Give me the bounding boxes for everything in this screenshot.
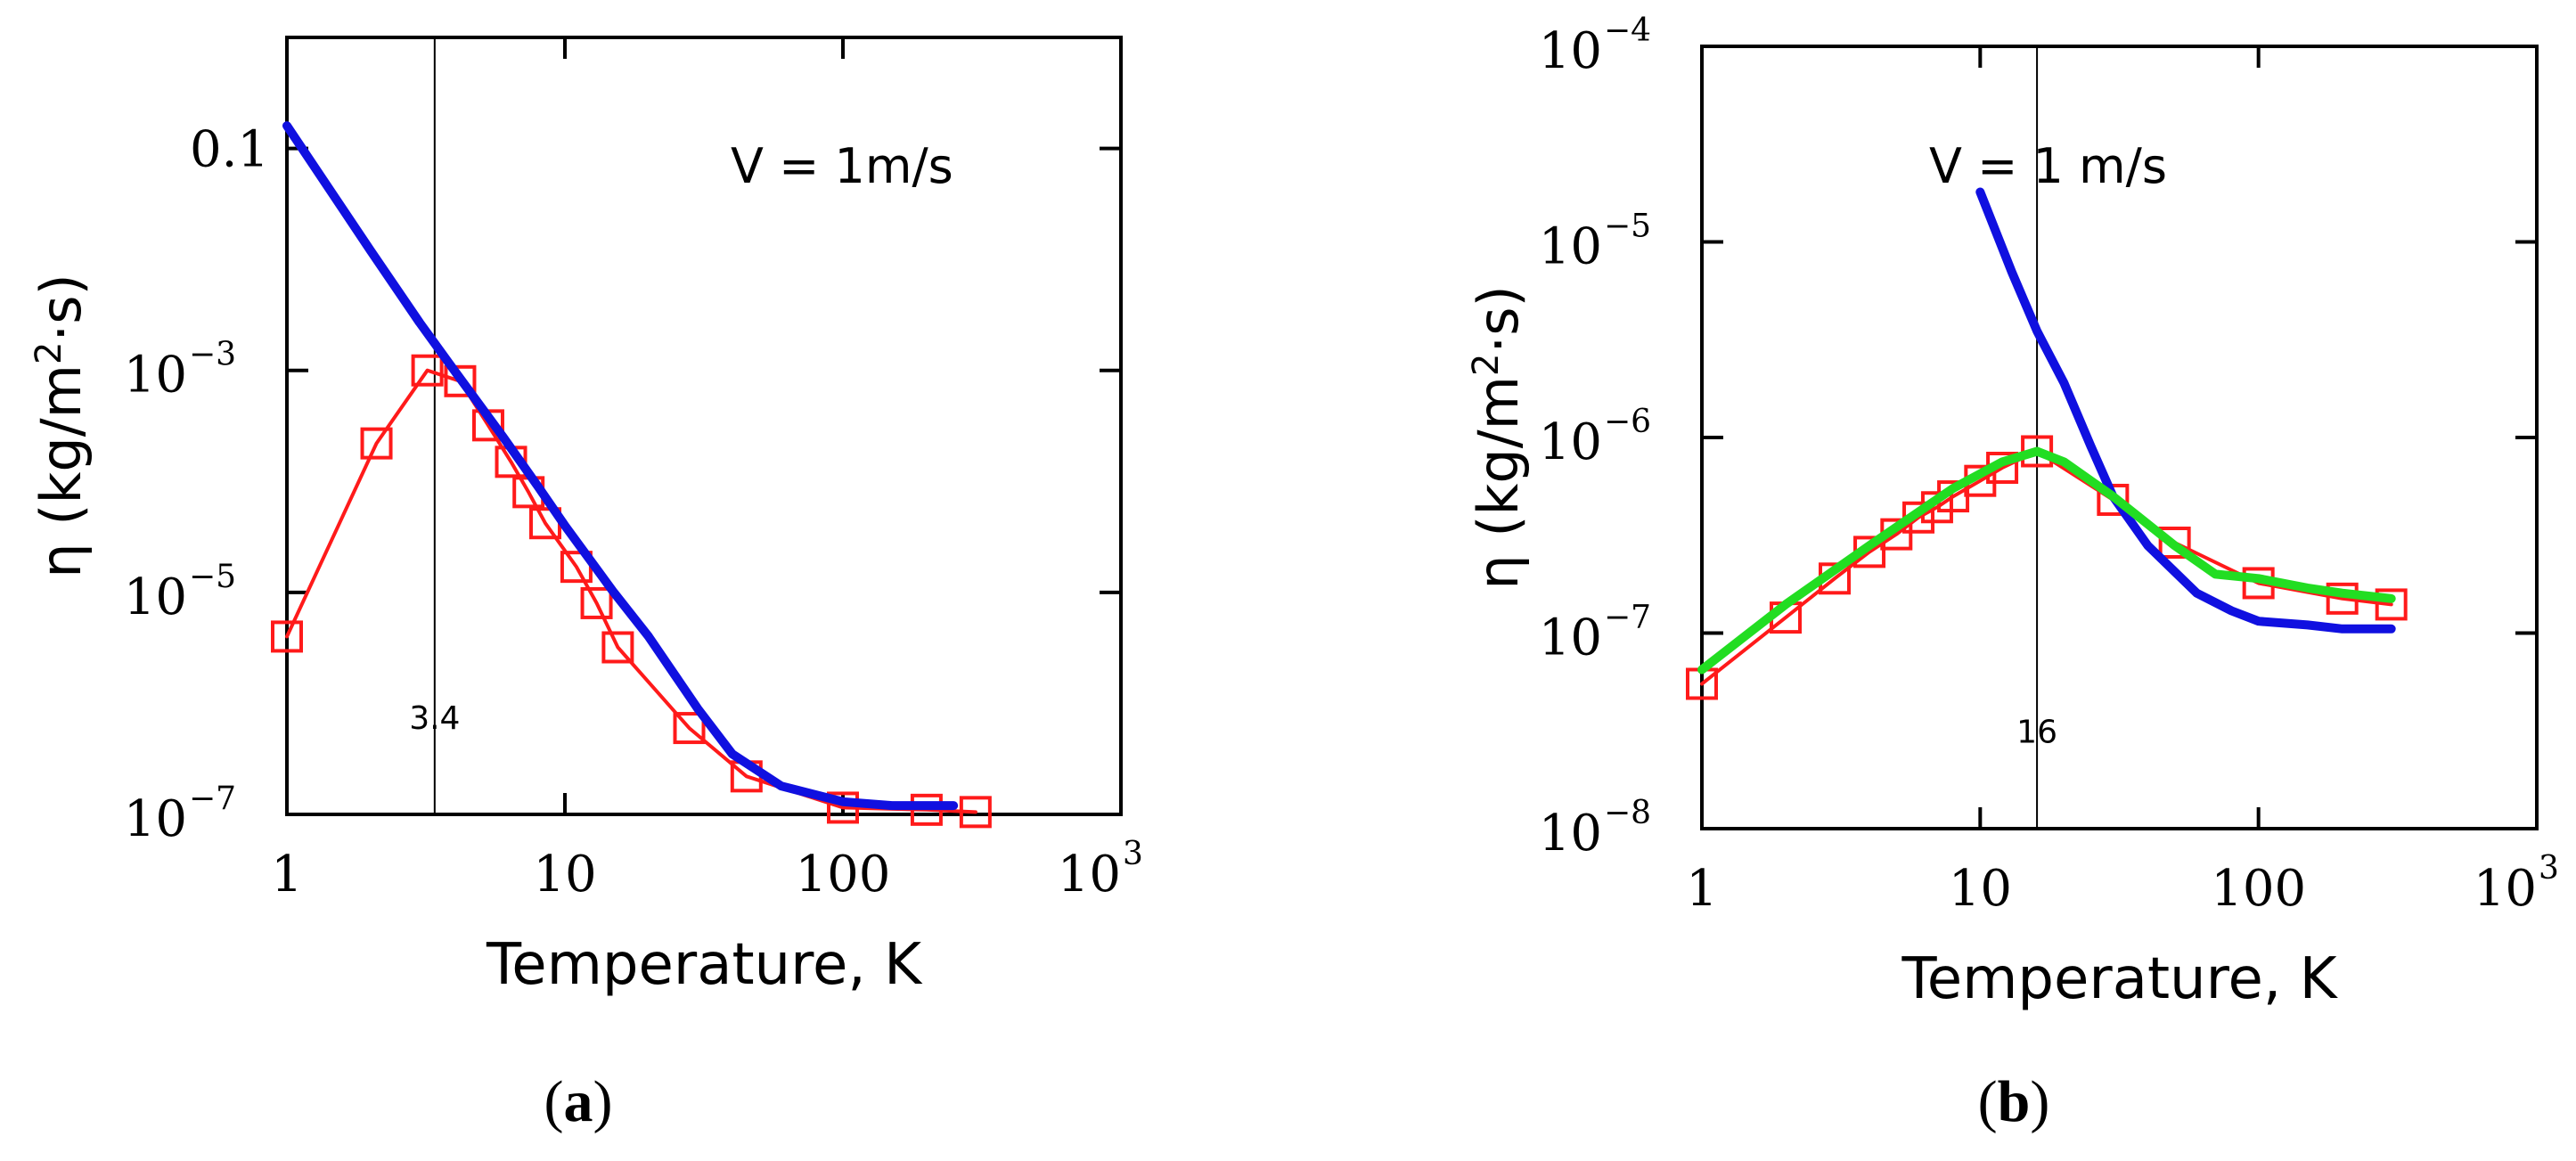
y-tick-label: 10 xyxy=(1539,218,1602,276)
y-tick-label-exponent: −5 xyxy=(1604,208,1651,245)
y-tick-label-exponent: −3 xyxy=(189,337,236,373)
y-tick-label-exponent: −7 xyxy=(1604,600,1651,636)
y-axis-label-suffix: ·s) xyxy=(29,274,94,341)
series-line-model-2 xyxy=(1697,446,2396,675)
y-axis-label-prefix: η (kg/m xyxy=(1466,376,1531,590)
y-tick-label: 10 xyxy=(1539,22,1602,80)
x-tick-label: 10 xyxy=(533,846,596,903)
x-tick-label: 10 xyxy=(2474,860,2537,918)
series-marker-data xyxy=(271,620,303,653)
x-tick-label: 10 xyxy=(1949,860,2012,918)
series-marker-data xyxy=(411,354,444,387)
y-tick-label: 10 xyxy=(124,790,187,848)
chart-panel-a: 1 10 100 10 310 −710 −510 −30.13.4V = 1m/sTempe… xyxy=(29,36,1143,1134)
series-line-fit xyxy=(282,121,959,811)
y-axis-label: η (kg/m2·s) xyxy=(1466,285,1531,589)
y-tick-label: 10 xyxy=(1539,413,1602,471)
x-tick-label: 100 xyxy=(796,846,891,903)
series-marker-data xyxy=(601,631,634,664)
y-axis-label: η (kg/m2·s) xyxy=(29,274,94,577)
x-tick-label: 100 xyxy=(2211,860,2306,918)
y-axis-label-superscript: 2 xyxy=(1466,354,1507,376)
y-axis-label-suffix: ·s) xyxy=(1466,285,1531,353)
y-axis-label-superscript: 2 xyxy=(29,342,70,364)
series-marker-data xyxy=(2158,527,2191,560)
series-marker-data xyxy=(827,791,859,824)
y-tick-label: 10 xyxy=(1539,609,1602,667)
x-tick-label: 10 xyxy=(1058,846,1121,903)
panel-caption-letter: a xyxy=(564,1069,593,1134)
reference-vline-label: 16 xyxy=(2016,714,2057,750)
panel-caption-letter: b xyxy=(1998,1069,2031,1134)
speed-annotation: V = 1m/s xyxy=(731,138,953,194)
x-tick-label-exponent: 3 xyxy=(1123,836,1143,872)
panel-caption-close: ) xyxy=(593,1069,613,1134)
panel-caption-open: ( xyxy=(544,1069,564,1134)
series-marker-data xyxy=(444,364,477,397)
series-marker-data xyxy=(959,796,992,829)
y-tick-label: 10 xyxy=(124,347,187,405)
series-marker-data xyxy=(360,427,393,460)
y-tick-label-exponent: −7 xyxy=(189,781,236,817)
y-tick-label-exponent: −8 xyxy=(1604,795,1651,831)
x-axis-label: Temperature, K xyxy=(1901,946,2338,1012)
x-tick-label: 1 xyxy=(1686,860,1718,918)
y-tick-label-exponent: −5 xyxy=(189,559,236,595)
series-marker-data xyxy=(673,712,706,745)
y-tick-label-exponent: −4 xyxy=(1604,12,1651,49)
y-tick-label-exponent: −6 xyxy=(1604,404,1651,440)
panel-caption: (a) xyxy=(544,1069,613,1134)
x-tick-label-exponent: 3 xyxy=(2539,850,2559,887)
y-tick-label: 10 xyxy=(1539,805,1602,863)
plot-frame xyxy=(285,36,1123,816)
reference-vline-label: 3.4 xyxy=(409,700,460,737)
x-axis-label: Temperature, K xyxy=(486,932,923,998)
speed-annotation: V = 1 m/s xyxy=(1929,138,2167,194)
panel-caption-open: ( xyxy=(1978,1069,1998,1134)
y-tick-label: 10 xyxy=(124,568,187,626)
series-line-data xyxy=(1700,449,2393,686)
panel-caption-close: ) xyxy=(2030,1069,2049,1134)
panel-caption: (b) xyxy=(1978,1069,2050,1134)
series-line-model-1 xyxy=(1975,187,2396,634)
x-tick-label: 1 xyxy=(271,846,303,903)
y-tick-label: 0.1 xyxy=(190,121,269,179)
y-axis-label-prefix: η (kg/m xyxy=(29,364,94,578)
series-marker-data xyxy=(2375,588,2408,621)
series-marker-data xyxy=(580,586,613,619)
